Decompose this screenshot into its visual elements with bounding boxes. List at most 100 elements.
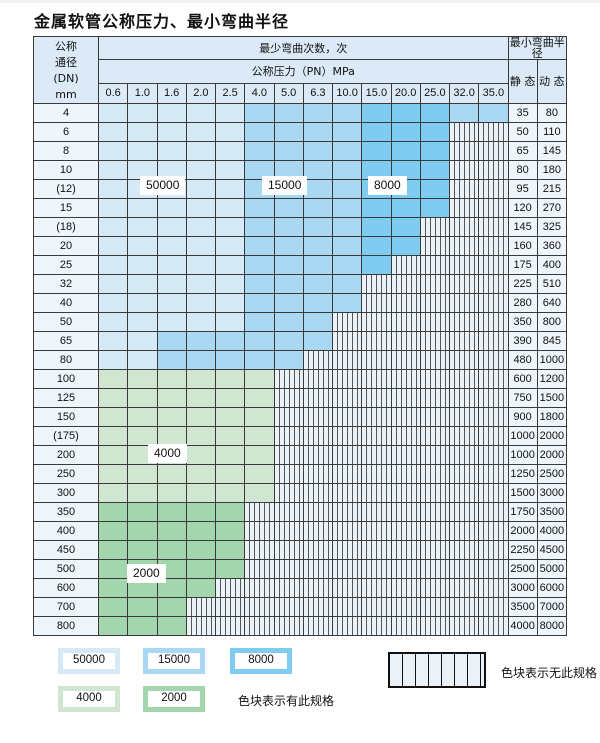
- spec-cell-empty: [419, 540, 451, 560]
- spec-cell-empty: [478, 179, 509, 199]
- spec-cell-filled: [127, 502, 158, 522]
- spec-cell-empty: [448, 217, 480, 237]
- spec-cell-empty: [361, 426, 392, 446]
- spec-cell-filled: [97, 502, 129, 522]
- spec-cell-filled: [244, 217, 275, 237]
- spec-cell-filled: [214, 141, 246, 161]
- spec-cell-filled: [302, 274, 334, 294]
- static-radius-cell: 120: [507, 198, 538, 218]
- legend-has-spec-label: 色块表示有此规格: [238, 694, 335, 708]
- spec-cell-filled: [302, 198, 334, 218]
- table-row: 40 280 640: [33, 293, 568, 313]
- legend-swatch-label: 4000: [63, 691, 115, 707]
- spec-cell-empty: [478, 236, 509, 256]
- dn-cell: 40: [33, 293, 99, 313]
- spec-cell-filled: [127, 388, 158, 408]
- spec-cell-empty: [419, 255, 451, 275]
- spec-cell-filled: [127, 464, 158, 484]
- pressure-column-header: 6.3: [302, 83, 334, 104]
- spec-cell-filled: [97, 483, 129, 503]
- spec-cell-filled: [244, 103, 275, 123]
- spec-cell-empty: [419, 217, 451, 237]
- spec-cell-empty: [419, 464, 451, 484]
- spec-cell-empty: [214, 597, 246, 617]
- spec-cell-filled: [214, 350, 246, 370]
- table-row: 400 2000 4000: [33, 521, 568, 541]
- spec-cell-filled: [214, 407, 246, 427]
- spec-cell-filled: [302, 331, 334, 351]
- dynamic-radius-cell: 6000: [536, 578, 568, 598]
- dn-header-line1: 公称: [55, 39, 77, 53]
- spec-cell-filled: [244, 464, 275, 484]
- table-row: 800 4000 8000: [33, 616, 568, 636]
- spec-cell-filled: [185, 255, 217, 275]
- legend: 50000 15000 8000 4000 2000 色块表示有此规格 色块表示无此规格: [33, 640, 597, 740]
- spec-cell-filled: [156, 103, 187, 123]
- spec-cell-empty: [302, 578, 334, 598]
- spec-cell-filled: [419, 103, 451, 123]
- spec-cell-empty: [361, 407, 392, 427]
- spec-cell-filled: [127, 426, 158, 446]
- spec-cell-filled: [127, 350, 158, 370]
- spec-cell-empty: [448, 160, 480, 180]
- spec-cell-empty: [361, 369, 392, 389]
- spec-cell-filled: [97, 160, 129, 180]
- spec-cell-filled: [127, 198, 158, 218]
- spec-cell-filled: [273, 217, 304, 237]
- spec-cell-filled: [448, 103, 480, 123]
- spec-cell-filled: [156, 407, 187, 427]
- dn-cell: 8: [33, 141, 99, 161]
- spec-cell-filled: [97, 445, 129, 465]
- static-radius-cell: 480: [507, 350, 538, 370]
- min-radius-header: 最小弯曲半径: [507, 36, 567, 60]
- spec-cell-empty: [331, 388, 363, 408]
- dynamic-radius-cell: 2000: [536, 445, 568, 465]
- spec-cell-filled: [361, 122, 392, 142]
- dn-cell: 800: [33, 616, 99, 636]
- spec-cell-filled: [127, 521, 158, 541]
- spec-cell-empty: [448, 540, 480, 560]
- spec-cell-filled: [214, 236, 246, 256]
- pressure-column-header: 10.0: [331, 83, 363, 104]
- spec-cell-empty: [448, 141, 480, 161]
- spec-cell-filled: [156, 312, 187, 332]
- spec-cell-filled: [127, 369, 158, 389]
- spec-cell-filled: [97, 426, 129, 446]
- spec-cell-empty: [478, 312, 509, 332]
- legend-swatch: 4000: [58, 686, 120, 712]
- spec-cell-filled: [127, 255, 158, 275]
- spec-cell-empty: [478, 122, 509, 142]
- spec-cell-filled: [185, 445, 217, 465]
- spec-cell-filled: [331, 217, 363, 237]
- spec-cell-filled: [214, 255, 246, 275]
- spec-cell-filled: [185, 578, 217, 598]
- static-radius-cell: 50: [507, 122, 538, 142]
- spec-cell-empty: [448, 274, 480, 294]
- static-radius-cell: 4000: [507, 616, 538, 636]
- spec-cell-empty: [448, 350, 480, 370]
- dynamic-radius-cell: 1800: [536, 407, 568, 427]
- dn-header-cell: 公称 通径 (DN) mm: [33, 36, 99, 104]
- spec-cell-empty: [390, 502, 421, 522]
- spec-cell-empty: [331, 597, 363, 617]
- spec-cell-filled: [156, 521, 187, 541]
- legend-swatch: 15000: [143, 648, 205, 674]
- spec-cell-filled: [127, 483, 158, 503]
- static-radius-cell: 65: [507, 141, 538, 161]
- spec-cell-filled: [273, 255, 304, 275]
- dynamic-radius-cell: 2500: [536, 464, 568, 484]
- spec-cell-empty: [361, 388, 392, 408]
- dn-cell: 300: [33, 483, 99, 503]
- spec-cell-filled: [156, 141, 187, 161]
- spec-cell-filled: [185, 293, 217, 313]
- spec-cell-empty: [302, 369, 334, 389]
- spec-cell-empty: [419, 388, 451, 408]
- spec-cell-filled: [156, 540, 187, 560]
- table-row: 600 3000 6000: [33, 578, 568, 598]
- spec-cell-empty: [478, 597, 509, 617]
- spec-cell-filled: [244, 141, 275, 161]
- spec-cell-empty: [448, 521, 480, 541]
- spec-cell-empty: [448, 407, 480, 427]
- spec-cell-empty: [478, 559, 509, 579]
- static-header: 静 态: [507, 59, 538, 104]
